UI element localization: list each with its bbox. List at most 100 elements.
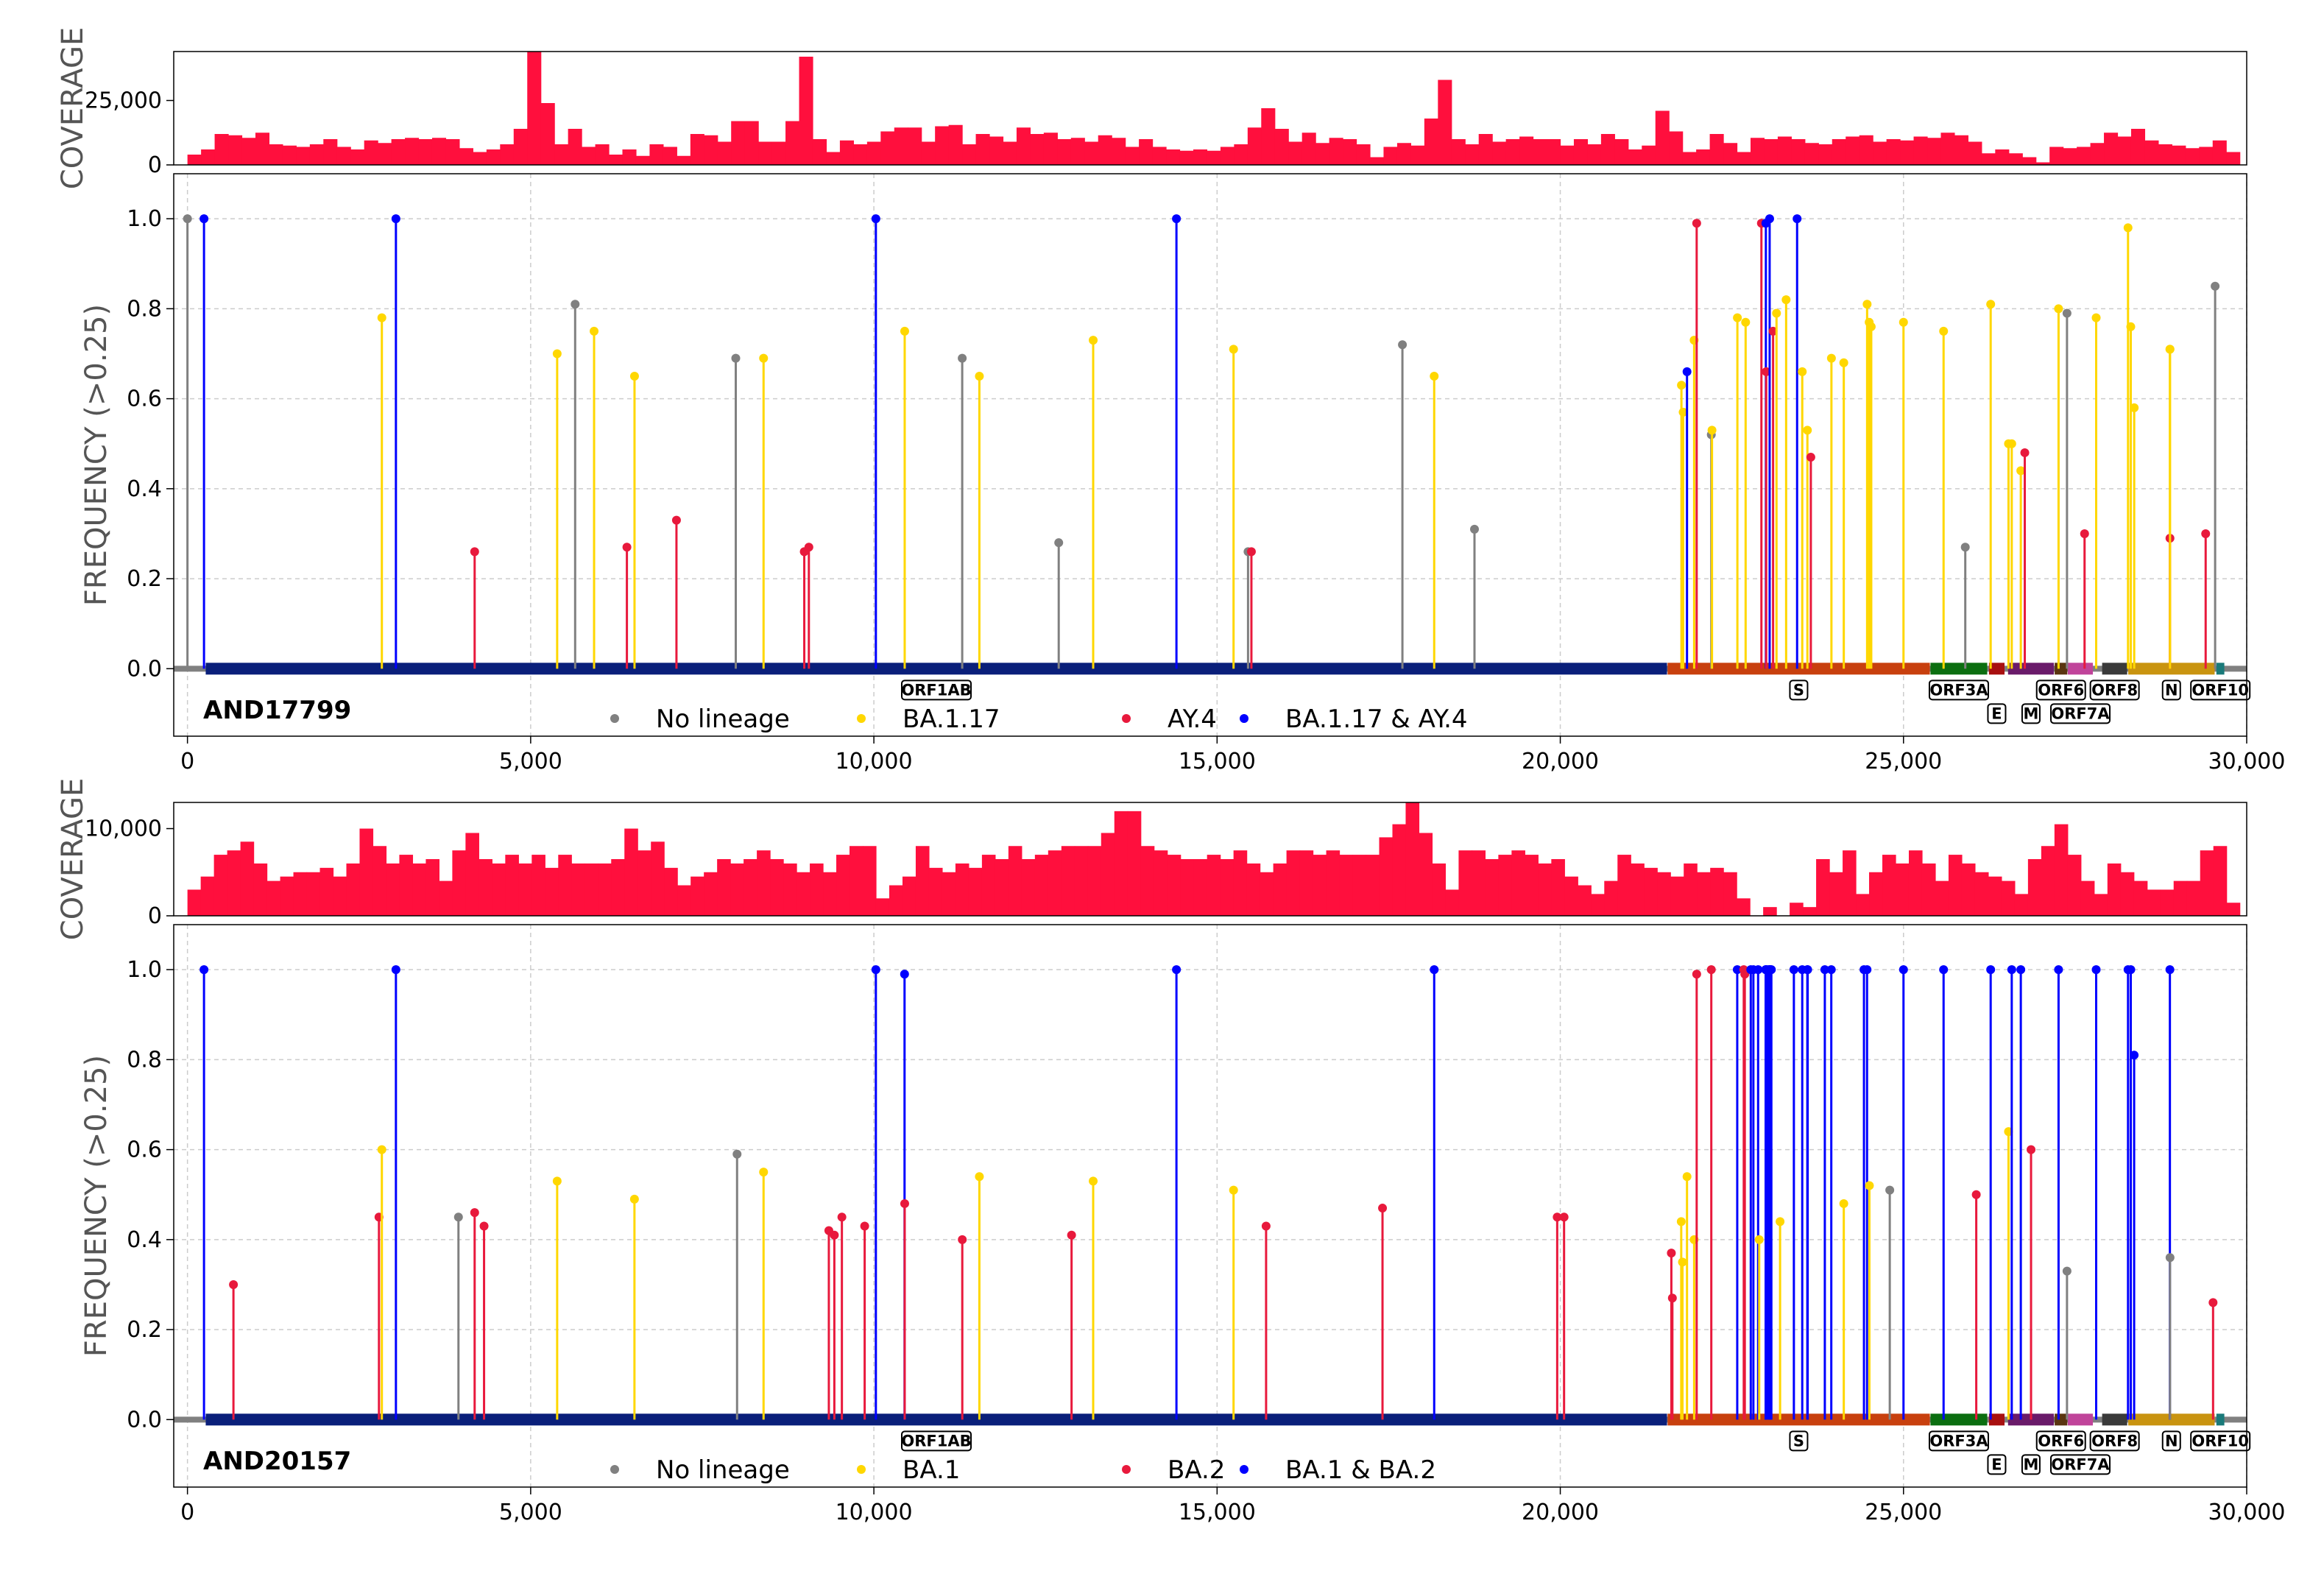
freq-tick-label: 0.8 <box>127 296 162 322</box>
coverage-bar <box>1873 141 1887 165</box>
coverage-bar <box>1948 855 1963 916</box>
gene-orf1ab <box>205 1413 1667 1426</box>
coverage-bar <box>350 149 365 165</box>
mutation-point <box>571 300 580 309</box>
gene-orf6 <box>2055 663 2068 675</box>
freq-tick-label: 0.0 <box>127 656 162 682</box>
mutation-point <box>1469 524 1479 534</box>
coverage-bar <box>690 134 704 165</box>
sample-label: AND20157 <box>203 1447 351 1476</box>
coverage-bar <box>635 155 651 165</box>
mutation-point <box>1806 453 1815 462</box>
gene-label-box <box>2050 1454 2111 1475</box>
mutation-point <box>1899 965 1908 975</box>
coverage-bar <box>866 141 881 165</box>
x-tick-label: 20,000 <box>1522 749 1599 774</box>
mutation-point <box>1866 322 1876 331</box>
coverage-bar <box>1383 146 1398 165</box>
freq-tick-label: 1.0 <box>127 206 162 232</box>
mutation-point <box>1741 317 1751 327</box>
coverage-bar <box>214 134 229 165</box>
legend: No lineage BA.1.17 AY.4 BA.1.17 & AY.4 <box>610 705 1468 734</box>
coverage-bar <box>1339 855 1354 916</box>
coverage-bar <box>1315 143 1330 165</box>
legend-label: BA.1.17 & AY.4 <box>1285 705 1468 734</box>
x-tick-label: 10,000 <box>836 1500 913 1525</box>
freq-tick-label: 0.4 <box>127 476 162 502</box>
coverage-bar <box>1125 146 1140 165</box>
coverage-bar <box>1451 139 1466 165</box>
gene-orf6 <box>2055 1413 2068 1426</box>
coverage-bar <box>1882 855 1896 916</box>
coverage-bar <box>823 872 837 916</box>
gene-orf3a <box>1930 1413 1988 1426</box>
mutation-point <box>552 1176 562 1186</box>
coverage-bar <box>2094 894 2108 916</box>
mutation-point <box>1986 965 1996 975</box>
coverage-bar <box>1247 127 1262 165</box>
coverage-bar <box>1832 139 1846 165</box>
mutation-point <box>2080 529 2089 538</box>
mutation-point <box>1753 965 1763 975</box>
coverage-bar <box>200 876 215 916</box>
coverage-bar <box>2014 894 2029 916</box>
coverage-bar <box>431 138 447 165</box>
coverage-bar <box>1139 139 1154 165</box>
gene-label-box <box>2089 1430 2140 1452</box>
coverage-bar <box>1220 859 1235 916</box>
coverage-bar <box>1369 157 1385 165</box>
coverage-bar <box>391 139 406 165</box>
coverage-bar <box>1710 867 1724 916</box>
gene-label-orf10: ORF10 <box>2191 1432 2249 1450</box>
coverage-bar <box>1260 872 1274 916</box>
legend: No lineage BA.1 BA.2 BA.1 & BA.2 <box>610 1455 1436 1485</box>
gene-label-box <box>2050 703 2111 724</box>
coverage-bar <box>810 863 824 916</box>
coverage-bar <box>1087 846 1102 916</box>
coverage-bar <box>323 139 338 165</box>
mutation-point <box>1398 340 1408 350</box>
coverage-tick-label: 0 <box>148 903 162 929</box>
coverage-bar <box>1642 145 1656 165</box>
coverage-bar <box>2041 846 2055 916</box>
coverage-bar <box>649 144 664 165</box>
coverage-bar <box>540 103 555 165</box>
x-tick-label: 30,000 <box>2208 749 2286 774</box>
coverage-bar <box>799 57 813 165</box>
coverage-bar <box>1856 894 1870 916</box>
gene-label-s: S <box>1793 1432 1804 1450</box>
gene-label-e: E <box>1991 1455 2002 1473</box>
coverage-bar <box>839 140 854 165</box>
coverage-bar <box>527 52 542 165</box>
freq-tick-label: 0.2 <box>127 1317 162 1343</box>
coverage-bar <box>2144 140 2159 165</box>
coverage-bar <box>622 149 637 165</box>
coverage-bar <box>1511 850 1525 916</box>
coverage-bar <box>731 121 746 165</box>
coverage-bar <box>1438 80 1452 165</box>
coverage-bar <box>1791 139 1806 165</box>
coverage-bar <box>1180 859 1195 916</box>
coverage-bar <box>1803 907 1817 916</box>
coverage-bar <box>730 863 744 916</box>
coverage-bar <box>981 855 996 916</box>
mutation-point <box>1692 219 1701 228</box>
coverage-bar <box>1723 872 1737 916</box>
coverage-bar <box>757 850 771 916</box>
coverage-bar <box>445 139 460 165</box>
mutation-point <box>2091 313 2101 322</box>
freq-tick-label: 1.0 <box>127 957 162 983</box>
mutation-point <box>1826 353 1836 363</box>
mutation-point <box>1939 326 1949 336</box>
coverage-bar <box>2212 140 2227 165</box>
mutation-point <box>1430 372 1439 381</box>
coverage-bar <box>2027 859 2042 916</box>
mutation-point <box>199 214 209 224</box>
coverage-bar <box>1101 833 1115 916</box>
coverage-bar <box>1560 145 1575 165</box>
mutation-point <box>1733 313 1742 322</box>
coverage-bar <box>875 898 890 916</box>
coverage-bar <box>1458 850 1473 916</box>
